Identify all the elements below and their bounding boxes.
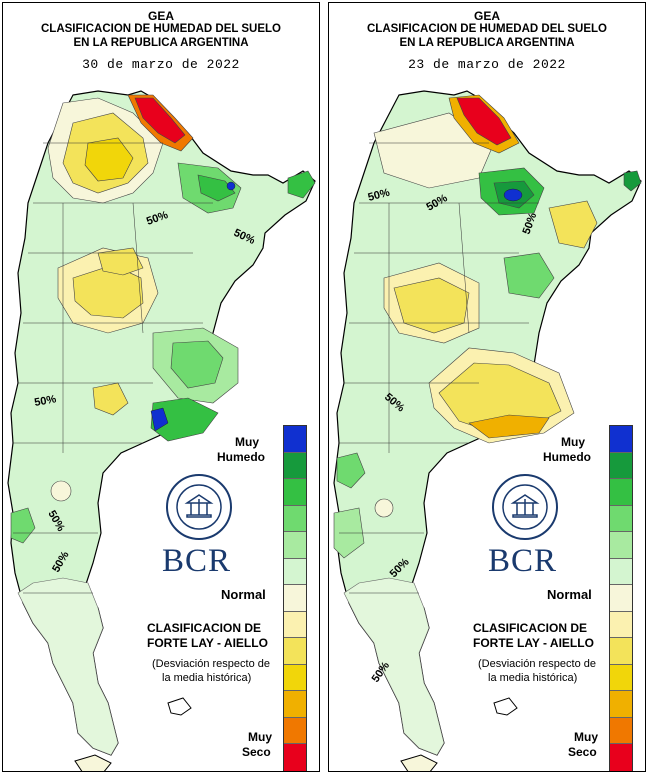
contour-label: 50% <box>33 393 57 409</box>
legend-swatch <box>610 479 632 506</box>
deviation-note-2: la media histórica) <box>162 672 252 684</box>
bcr-seal-logo <box>491 473 559 541</box>
legend-swatch <box>610 452 632 479</box>
legend-swatch <box>284 532 306 559</box>
map-date: 30 de marzo de 2022 <box>82 57 240 72</box>
soil-moisture-map: 50% 50% 50% 50% 50% 50% <box>333 90 642 771</box>
header-line-3: EN LA REPUBLICA ARGENTINA <box>73 37 249 49</box>
legend-swatch <box>284 691 306 718</box>
legend-swatch <box>284 585 306 612</box>
legend-bottom-label-1: Muy <box>248 730 272 744</box>
legend-swatch <box>610 532 632 559</box>
legend-color-bar <box>609 425 633 771</box>
legend-top-label-2: Humedo <box>543 450 591 464</box>
legend-swatch <box>610 691 632 718</box>
header-line-1: GEA <box>473 9 500 23</box>
bcr-seal-logo <box>165 473 233 541</box>
legend-bottom-label-2: Seco <box>242 745 271 759</box>
map-date: 23 de marzo de 2022 <box>408 57 566 72</box>
map-panel-march-23: GEA CLASIFICACION DE HUMEDAD DEL SUELO E… <box>328 2 646 772</box>
header-line-2: CLASIFICACION DE HUMEDAD DEL SUELO <box>366 23 608 35</box>
legend-swatch <box>284 717 306 744</box>
bcr-logo-text: BCR <box>488 543 558 579</box>
soil-moisture-map: 50% 50% 50% 50% 50% <box>7 90 316 771</box>
legend-swatch <box>284 452 306 479</box>
classification-title-2: FORTE LAY - AIELLO <box>473 636 594 650</box>
legend-swatch <box>610 585 632 612</box>
legend-swatch <box>284 426 306 453</box>
classification-title-2: FORTE LAY - AIELLO <box>147 636 268 650</box>
classification-title-1: CLASIFICACION DE <box>147 621 261 635</box>
map-panel-march-30: GEA CLASIFICACION DE HUMEDAD DEL SUELO E… <box>2 2 320 772</box>
legend-swatch <box>284 744 306 771</box>
legend-swatch <box>610 426 632 453</box>
legend-top-label-1: Muy <box>235 435 259 449</box>
legend-swatch <box>284 611 306 638</box>
deviation-note-1: (Desviación respecto de <box>152 658 271 670</box>
legend-color-bar <box>283 425 307 771</box>
legend-swatch <box>284 638 306 665</box>
header-line-2: CLASIFICACION DE HUMEDAD DEL SUELO <box>40 23 282 35</box>
header-line-1: GEA <box>147 9 174 23</box>
legend-swatch <box>610 505 632 532</box>
legend-bottom-label-2: Seco <box>568 745 597 759</box>
legend-bottom-label-1: Muy <box>574 730 598 744</box>
deviation-note-1: (Desviación respecto de <box>478 658 597 670</box>
legend-swatch <box>610 558 632 585</box>
deviation-note-2: la media histórica) <box>488 672 578 684</box>
legend-swatch <box>610 611 632 638</box>
legend-swatch <box>610 638 632 665</box>
legend-middle-label: Normal <box>547 587 592 602</box>
header-line-3: EN LA REPUBLICA ARGENTINA <box>399 37 575 49</box>
legend-swatch <box>284 479 306 506</box>
legend-swatch <box>610 744 632 771</box>
legend-swatch <box>610 717 632 744</box>
legend-swatch <box>610 664 632 691</box>
legend-swatch <box>284 505 306 532</box>
legend-swatch <box>284 558 306 585</box>
legend-swatch <box>284 664 306 691</box>
classification-title-1: CLASIFICACION DE <box>473 621 587 635</box>
bcr-logo-text: BCR <box>162 543 232 579</box>
legend-middle-label: Normal <box>221 587 266 602</box>
legend-top-label-2: Humedo <box>217 450 265 464</box>
contour-label: 50% <box>367 187 392 204</box>
legend-top-label-1: Muy <box>561 435 585 449</box>
